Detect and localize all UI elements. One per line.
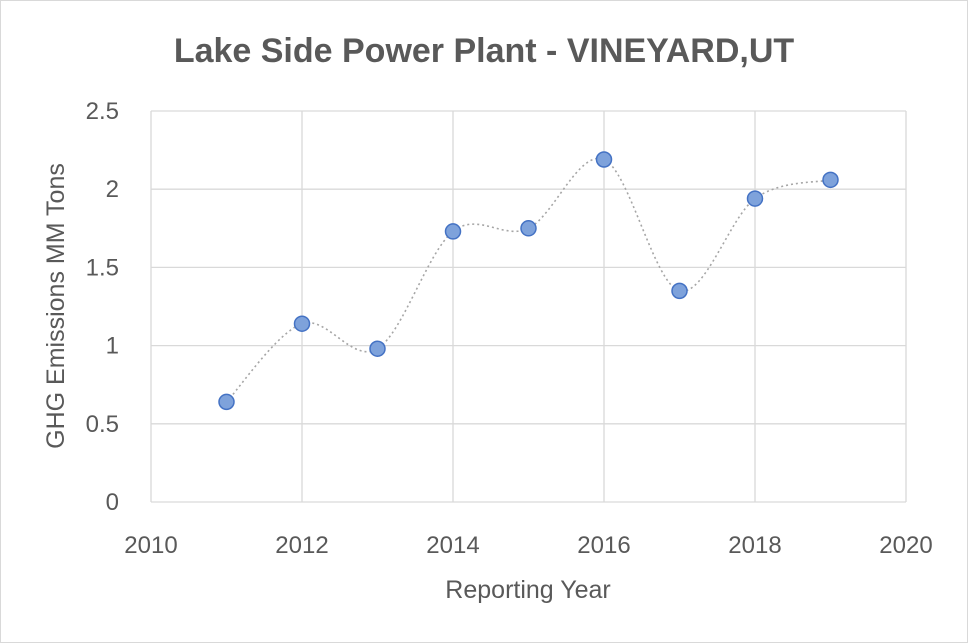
y-tick-label: 2	[106, 176, 119, 203]
x-tick-labels: 2010 2012 2014 2016 2018 2020	[124, 532, 932, 559]
data-point	[520, 220, 537, 237]
data-points	[218, 151, 839, 411]
data-point	[671, 282, 688, 300]
data-point	[369, 340, 386, 357]
data-point	[746, 190, 764, 207]
data-point	[218, 393, 235, 411]
x-tick-label: 2016	[577, 532, 630, 559]
series-line	[225, 157, 831, 403]
y-tick-label: 0.5	[86, 411, 119, 438]
data-point	[444, 223, 462, 240]
grid-lines	[150, 110, 907, 503]
data-point	[822, 171, 839, 189]
x-tick-label: 2010	[124, 532, 177, 559]
data-point	[293, 315, 311, 332]
chart-title: Lake Side Power Plant - VINEYARD,UT	[174, 32, 795, 70]
y-tick-labels: 0 0.5 1 1.5 2 2.5	[86, 98, 119, 516]
x-tick-label: 2012	[275, 532, 328, 559]
x-tick-label: 2020	[879, 532, 932, 559]
y-tick-label: 1.5	[86, 254, 119, 281]
y-axis-title: GHG Emissions MM Tons	[42, 163, 70, 449]
y-tick-label: 1	[106, 333, 119, 360]
data-point	[595, 151, 613, 168]
x-tick-label: 2014	[426, 532, 479, 559]
x-axis-title: Reporting Year	[445, 576, 610, 604]
y-tick-label: 2.5	[86, 98, 119, 125]
x-tick-label: 2018	[728, 532, 781, 559]
y-tick-label: 0	[106, 489, 119, 516]
